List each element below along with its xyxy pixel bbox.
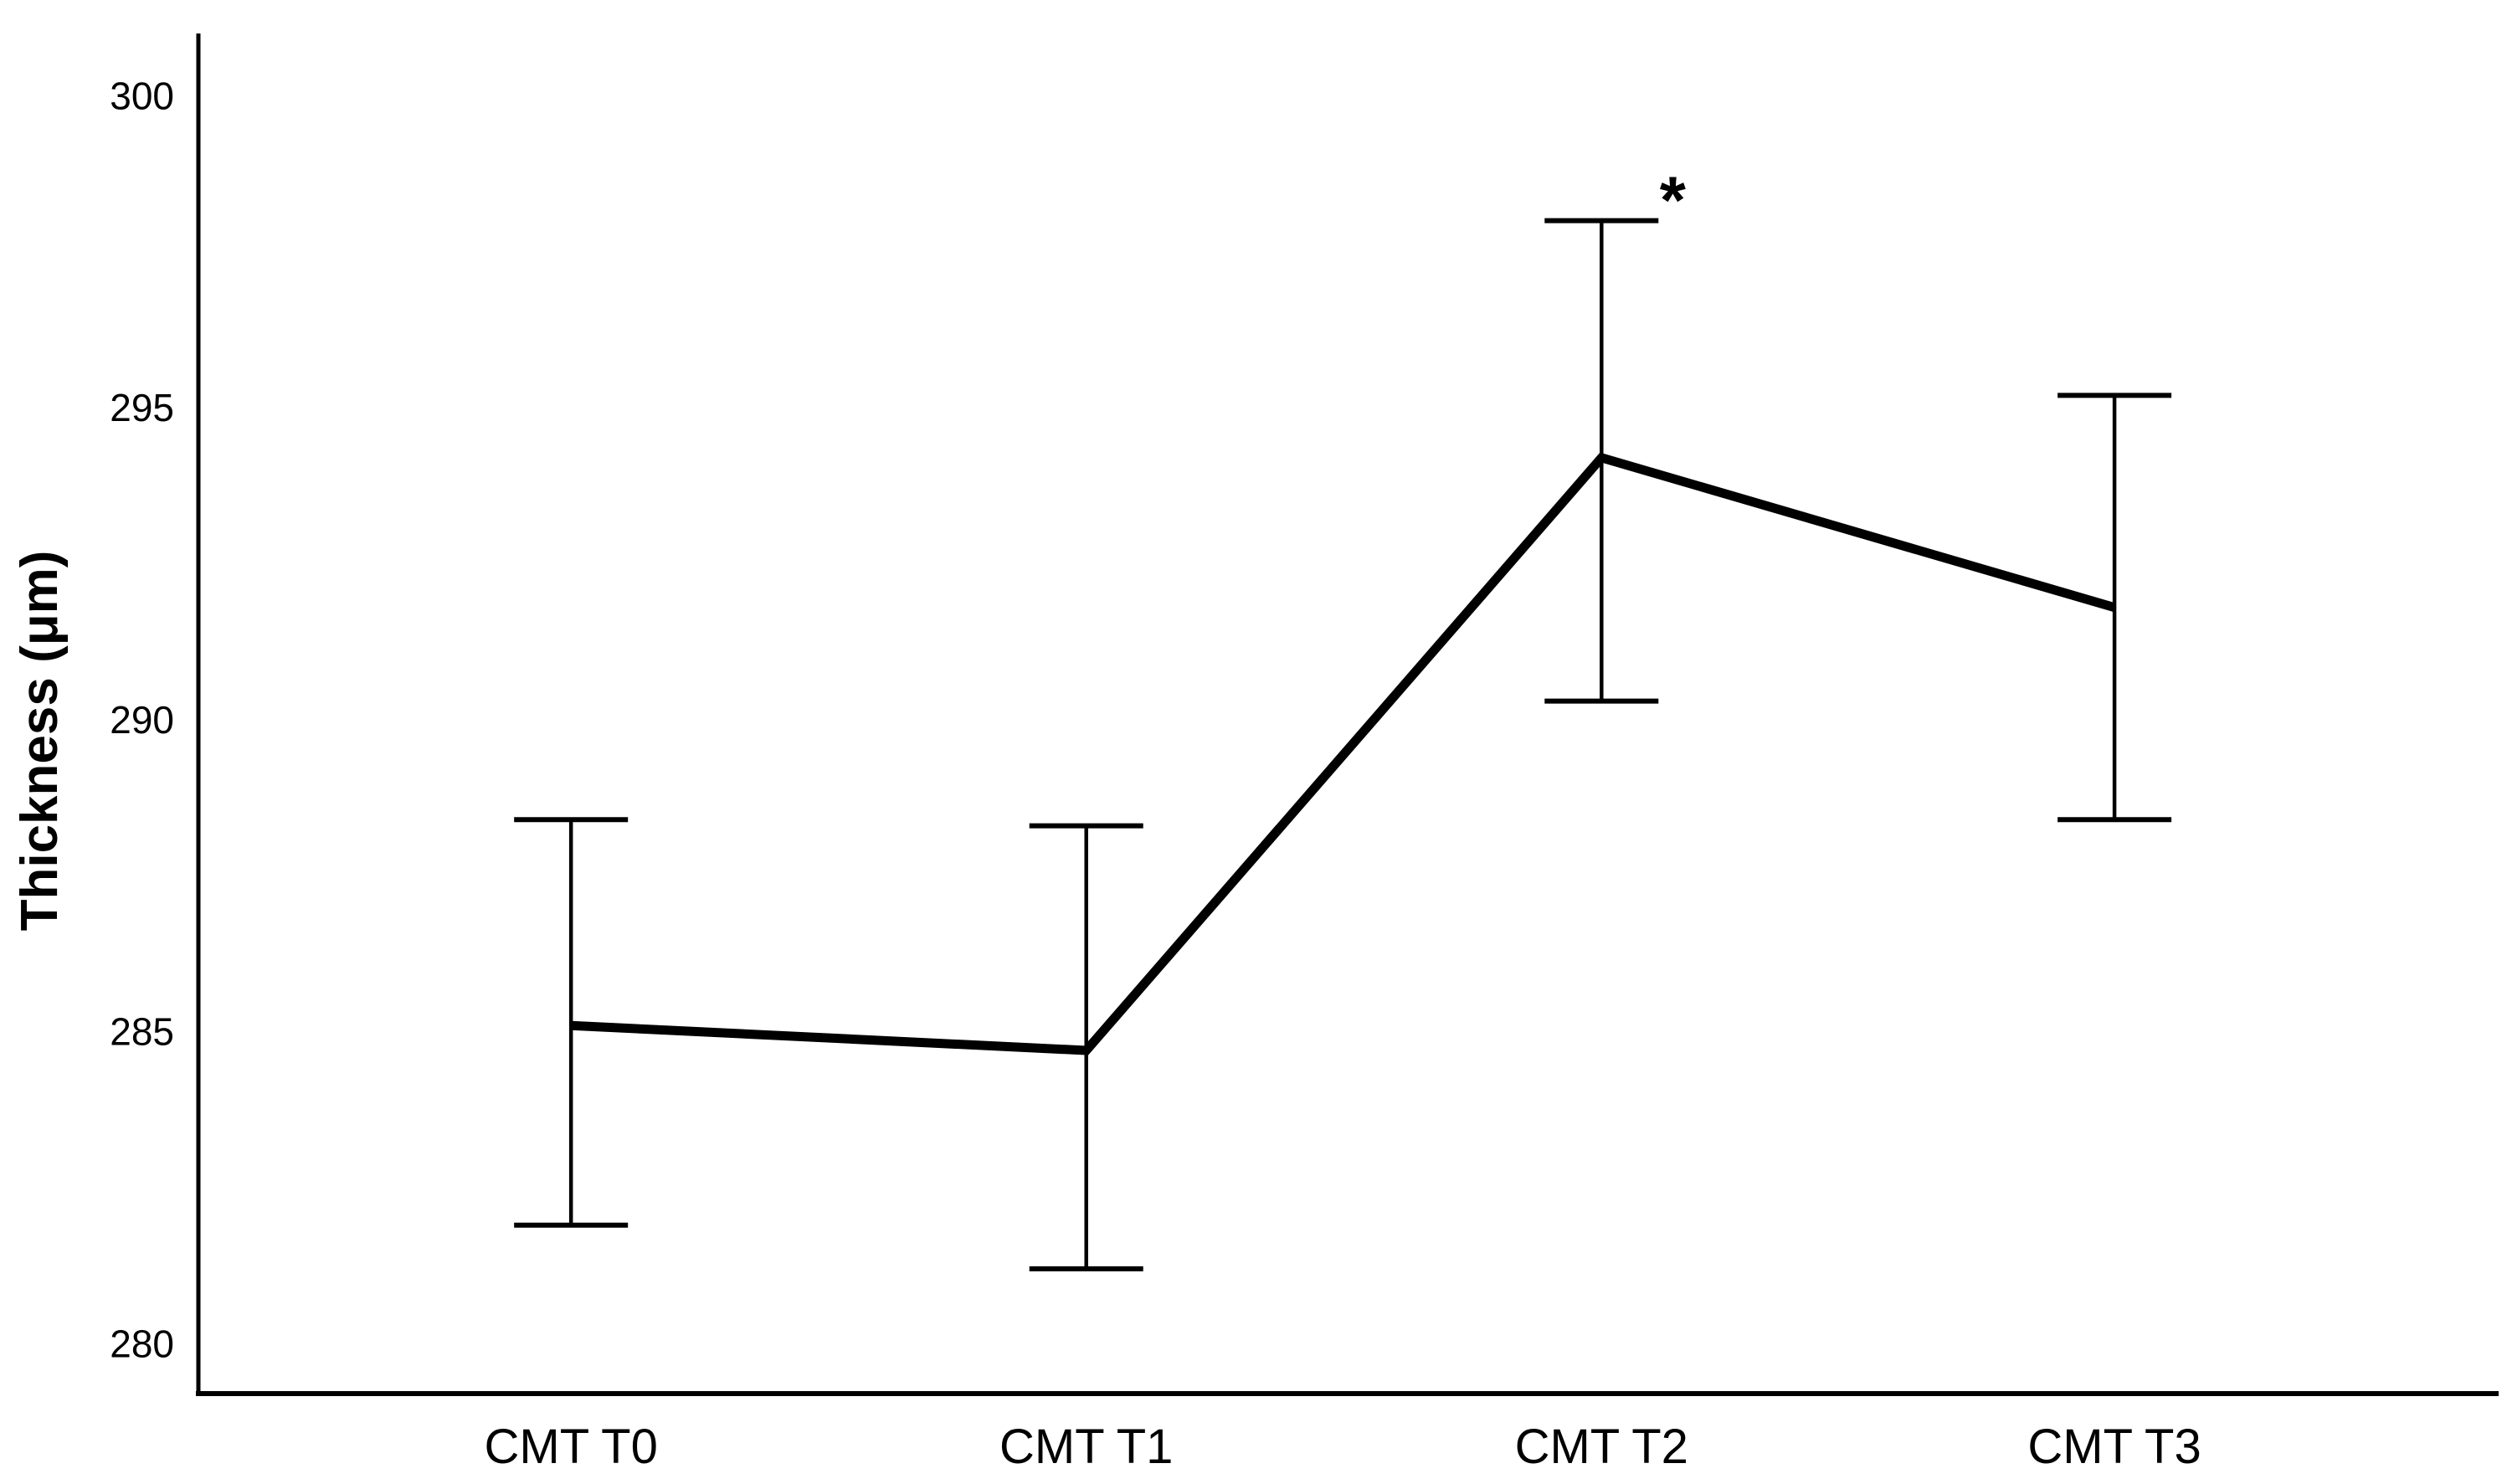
y-tick-label-295: 295: [110, 386, 174, 429]
y-tick-label-280: 280: [110, 1322, 174, 1365]
x-label-cmt-t0: CMT T0: [485, 1420, 658, 1474]
y-tick-label-290: 290: [110, 698, 174, 742]
x-label-cmt-t1: CMT T1: [999, 1420, 1173, 1474]
significance-asterisk: *: [1660, 163, 1687, 238]
x-label-cmt-t2: CMT T2: [1515, 1420, 1688, 1474]
y-tick-label-300: 300: [110, 74, 174, 118]
y-tick-labels: 280 285 290 295 300: [110, 74, 174, 1366]
x-label-cmt-t3: CMT T3: [2027, 1420, 2201, 1474]
x-category-labels: CMT T0 CMT T1 CMT T2 CMT T3: [485, 1420, 2201, 1474]
error-bar-cmt-t0: [514, 817, 629, 1228]
y-axis-title: Thickness (μm): [11, 551, 69, 932]
y-tick-label-285: 285: [110, 1010, 174, 1054]
error-bars-group: [514, 218, 2172, 1271]
series-line: [570, 452, 2116, 1055]
